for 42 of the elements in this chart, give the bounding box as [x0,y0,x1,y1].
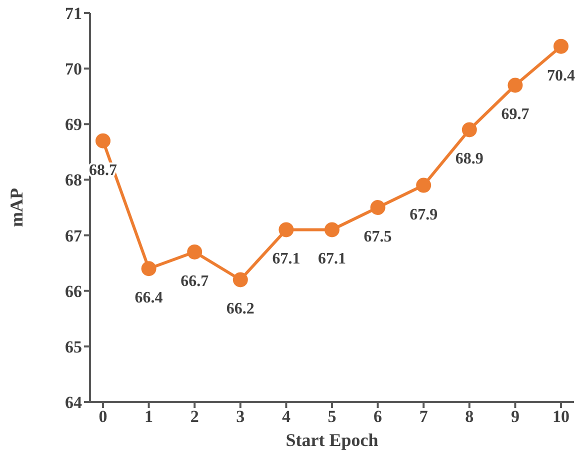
y-tick-label: 68 [65,170,82,190]
x-tick-label: 7 [419,407,428,426]
point [508,78,523,93]
x-tick-label: 10 [552,407,570,426]
data-label: 67.9 [410,206,438,224]
point [416,178,432,193]
y-tick-label: 70 [65,60,82,79]
x-tick-label: 9 [510,407,520,426]
data-label: 66.2 [226,300,254,318]
point [187,244,202,260]
x-tick-label: 5 [328,407,336,426]
x-tick-label: 0 [98,407,108,426]
x-tick-label: 4 [282,407,291,426]
y-tick-label: 71 [65,4,82,24]
y-tick-label: 66 [65,282,82,301]
y-tick-label: 69 [65,115,82,134]
x-tick-label: 6 [374,407,382,426]
point [232,272,248,288]
y-tick-label: 65 [65,337,82,356]
data-label: 69.7 [501,106,530,124]
y-tick-label: 64 [65,393,82,412]
y-tick-label: 67 [65,226,82,246]
x-tick-label: 3 [236,407,245,426]
point [370,200,386,215]
x-axis-title: Start Epoch [286,430,378,450]
data-label: 68.9 [455,150,484,168]
point [96,133,110,148]
x-tick-label: 8 [465,407,474,426]
point [554,38,568,54]
data-label: 67.1 [318,250,346,268]
y-axis-title: mAP [6,188,26,227]
x-tick-label: 1 [144,407,154,426]
data-label: 67.5 [364,228,392,246]
point [324,222,340,238]
data-label: 66.7 [180,272,209,290]
point [278,222,294,238]
x-tick-label: 2 [190,407,199,426]
data-label: 67.1 [272,250,300,268]
point [462,122,477,138]
data-label: 70.4 [547,67,575,84]
point [141,261,156,276]
data-label: 66.4 [134,290,163,307]
